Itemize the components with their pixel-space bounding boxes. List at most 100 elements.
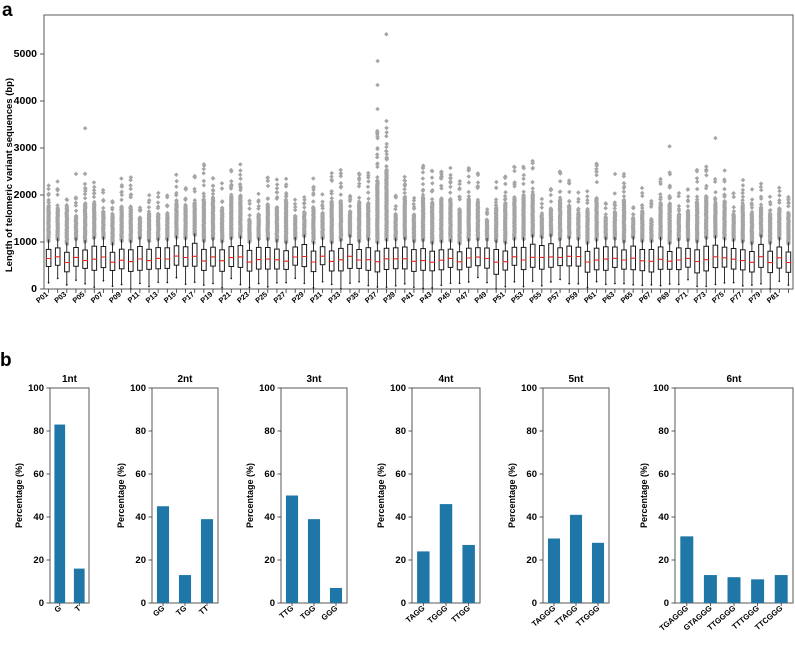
svg-text:P15: P15 <box>162 290 178 305</box>
svg-text:TAGG: TAGG <box>404 604 427 625</box>
svg-text:P25: P25 <box>253 290 269 305</box>
svg-text:TTGGG: TTGGG <box>574 604 601 629</box>
svg-text:P45: P45 <box>436 290 452 305</box>
svg-text:1nt: 1nt <box>62 374 78 385</box>
svg-text:5000: 5000 <box>14 48 38 60</box>
svg-text:20: 20 <box>526 555 537 566</box>
svg-text:20: 20 <box>658 555 669 566</box>
svg-text:b: b <box>0 350 12 371</box>
svg-text:6nt: 6nt <box>727 374 743 385</box>
svg-text:P29: P29 <box>290 290 306 305</box>
svg-text:1000: 1000 <box>14 236 38 248</box>
svg-text:a: a <box>2 0 13 21</box>
svg-text:P11: P11 <box>126 290 141 305</box>
svg-text:60: 60 <box>526 469 537 480</box>
svg-text:40: 40 <box>33 512 44 523</box>
svg-text:0: 0 <box>141 598 146 609</box>
svg-text:80: 80 <box>264 426 275 437</box>
svg-text:100: 100 <box>259 383 275 394</box>
svg-text:P05: P05 <box>71 290 87 305</box>
svg-text:P79: P79 <box>747 290 763 305</box>
svg-text:2nt: 2nt <box>178 374 194 385</box>
svg-text:G: G <box>53 604 63 615</box>
svg-text:100: 100 <box>28 383 44 394</box>
svg-text:P59: P59 <box>564 290 580 305</box>
svg-text:P37: P37 <box>363 290 379 305</box>
svg-text:P09: P09 <box>107 290 123 305</box>
svg-text:P77: P77 <box>728 290 744 305</box>
svg-text:P07: P07 <box>89 290 105 305</box>
svg-text:20: 20 <box>264 555 275 566</box>
svg-text:P67: P67 <box>637 290 653 305</box>
svg-text:P19: P19 <box>199 290 215 305</box>
svg-text:60: 60 <box>395 469 406 480</box>
svg-text:P39: P39 <box>381 290 397 305</box>
svg-text:P43: P43 <box>418 290 434 305</box>
svg-text:0: 0 <box>532 598 537 609</box>
svg-text:20: 20 <box>33 555 44 566</box>
svg-text:TGG: TGG <box>299 604 318 622</box>
svg-text:Percentage (%): Percentage (%) <box>245 463 255 528</box>
svg-text:80: 80 <box>526 426 537 437</box>
svg-text:60: 60 <box>658 469 669 480</box>
svg-text:P47: P47 <box>454 290 470 305</box>
svg-text:P57: P57 <box>546 290 562 305</box>
svg-text:P55: P55 <box>527 290 543 305</box>
svg-text:P23: P23 <box>235 290 251 305</box>
svg-text:P21: P21 <box>217 290 233 305</box>
svg-text:60: 60 <box>264 469 275 480</box>
svg-text:40: 40 <box>135 512 146 523</box>
svg-text:P53: P53 <box>509 290 525 305</box>
svg-text:Percentage (%): Percentage (%) <box>376 463 386 528</box>
svg-text:4000: 4000 <box>14 95 38 107</box>
svg-text:60: 60 <box>33 469 44 480</box>
svg-text:P17: P17 <box>180 290 196 305</box>
svg-text:P35: P35 <box>345 290 361 305</box>
svg-text:5nt: 5nt <box>569 374 585 385</box>
svg-text:P41: P41 <box>399 290 415 305</box>
svg-text:P81: P81 <box>765 290 781 305</box>
svg-text:0: 0 <box>664 598 669 609</box>
svg-text:TT: TT <box>197 603 210 616</box>
svg-text:TTGG: TTGG <box>450 604 472 625</box>
svg-text:P27: P27 <box>272 290 288 305</box>
svg-text:GG: GG <box>151 604 166 619</box>
svg-text:40: 40 <box>264 512 275 523</box>
svg-text:60: 60 <box>135 469 146 480</box>
svg-text:T: T <box>73 603 83 613</box>
svg-text:3nt: 3nt <box>307 374 323 385</box>
svg-text:40: 40 <box>526 512 537 523</box>
svg-text:P13: P13 <box>144 290 160 305</box>
svg-text:P73: P73 <box>692 290 708 305</box>
svg-text:80: 80 <box>135 426 146 437</box>
svg-text:P03: P03 <box>52 290 68 305</box>
svg-text:4nt: 4nt <box>439 374 455 385</box>
svg-text:TGGG: TGGG <box>426 604 449 626</box>
svg-text:40: 40 <box>395 512 406 523</box>
svg-text:100: 100 <box>390 383 406 394</box>
svg-text:0: 0 <box>39 598 44 609</box>
svg-text:P31: P31 <box>308 290 324 305</box>
svg-text:0: 0 <box>31 283 37 295</box>
svg-text:Percentage (%): Percentage (%) <box>507 463 517 528</box>
svg-text:3000: 3000 <box>14 142 38 154</box>
svg-text:P65: P65 <box>619 290 635 305</box>
svg-text:80: 80 <box>33 426 44 437</box>
svg-text:P49: P49 <box>473 290 489 305</box>
svg-text:80: 80 <box>395 426 406 437</box>
svg-text:TG: TG <box>174 604 188 618</box>
svg-text:Percentage (%): Percentage (%) <box>639 463 649 528</box>
svg-text:2000: 2000 <box>14 189 38 201</box>
svg-text:P71: P71 <box>674 290 690 305</box>
svg-text:GGG: GGG <box>320 604 340 623</box>
svg-text:Percentage (%): Percentage (%) <box>116 463 126 528</box>
svg-text:0: 0 <box>270 598 275 609</box>
svg-text:P33: P33 <box>326 290 342 305</box>
svg-text:P63: P63 <box>600 290 616 305</box>
svg-text:P61: P61 <box>582 290 598 305</box>
svg-text:Percentage (%): Percentage (%) <box>14 463 24 528</box>
svg-text:P69: P69 <box>655 290 671 305</box>
svg-text:20: 20 <box>395 555 406 566</box>
svg-text:P51: P51 <box>491 290 507 305</box>
svg-text:100: 100 <box>653 383 669 394</box>
